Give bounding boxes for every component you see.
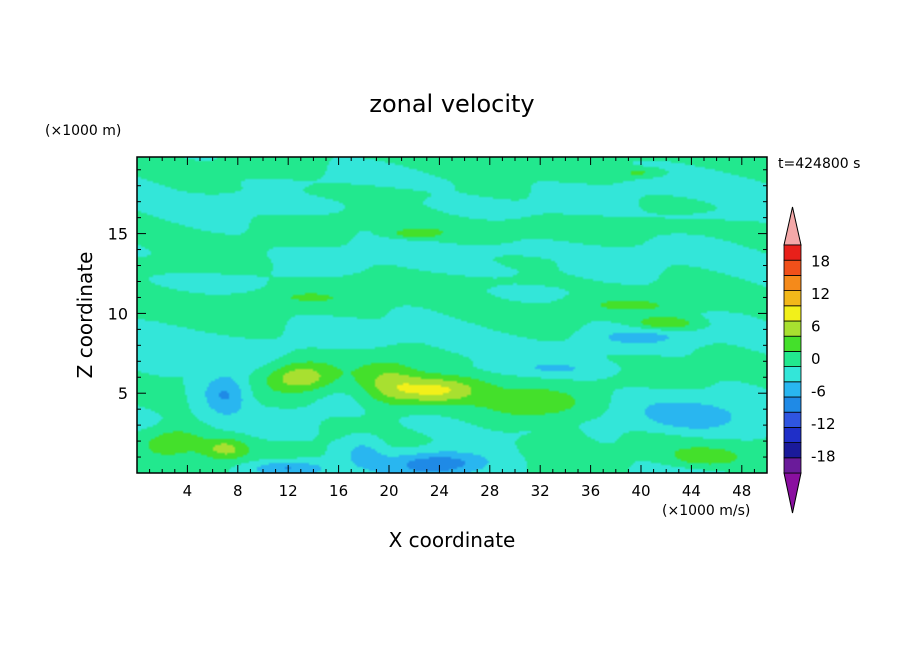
x-tick-label: 28	[480, 482, 499, 500]
y-units-label: (×1000 m)	[45, 123, 121, 139]
chart-title: zonal velocity	[369, 90, 534, 118]
colorbar-segment	[783, 320, 802, 337]
y-tick-label: 10	[108, 304, 128, 323]
colorbar-tick-label: 18	[811, 252, 830, 270]
colorbar-segment	[783, 290, 802, 307]
x-tick-label: 4	[183, 482, 193, 500]
colorbar-segment	[783, 442, 802, 459]
colorbar-tick-label: -6	[811, 383, 826, 401]
x-tick-label: 24	[430, 482, 449, 500]
colorbar: 18 12 6 0 -6 -12 -18	[783, 206, 836, 514]
x-tick-label: 12	[279, 482, 298, 500]
x-tick-label: 48	[732, 482, 751, 500]
colorbar-segment	[783, 457, 802, 474]
colorbar-segment	[783, 381, 802, 398]
x-axis-label: X coordinate	[389, 528, 516, 552]
colorbar-segment	[783, 259, 802, 276]
colorbar-segment	[783, 426, 802, 443]
x-tick-label: 16	[329, 482, 348, 500]
x-tick-label: 8	[233, 482, 243, 500]
y-axis: 5 10 15	[108, 169, 767, 458]
colorbar-segment	[783, 350, 802, 367]
colorbar-segment	[783, 396, 802, 413]
x-tick-label: 44	[682, 482, 701, 500]
colorbar-tick-label: 6	[811, 317, 821, 335]
colorbar-segment	[783, 366, 802, 383]
colorbar-segment	[783, 274, 802, 291]
colorbar-segment	[783, 335, 802, 352]
x-axis: 4 8 12 16 20 24 28 32 36 40 44 48	[149, 157, 755, 500]
colorbar-under-triangle	[783, 472, 802, 514]
y-axis-label: Z coordinate	[73, 252, 97, 379]
x-tick-label: 36	[581, 482, 600, 500]
x-units-label: (×1000 m/s)	[662, 503, 750, 519]
y-tick-label: 5	[118, 384, 128, 403]
x-tick-label: 32	[531, 482, 550, 500]
time-label: t=424800 s	[778, 156, 860, 172]
x-tick-label: 40	[631, 482, 650, 500]
colorbar-tick-label: 0	[811, 350, 821, 368]
colorbar-segment	[783, 411, 802, 428]
colorbar-segment	[783, 244, 802, 261]
colorbar-over-triangle	[783, 206, 802, 246]
velocity-field-image	[137, 157, 767, 473]
x-tick-label: 20	[379, 482, 398, 500]
colorbar-tick-label: -18	[811, 448, 836, 466]
y-tick-label: 15	[108, 225, 128, 244]
colorbar-segment	[783, 305, 802, 322]
colorbar-tick-label: 12	[811, 285, 830, 303]
colorbar-tick-label: -12	[811, 415, 836, 433]
